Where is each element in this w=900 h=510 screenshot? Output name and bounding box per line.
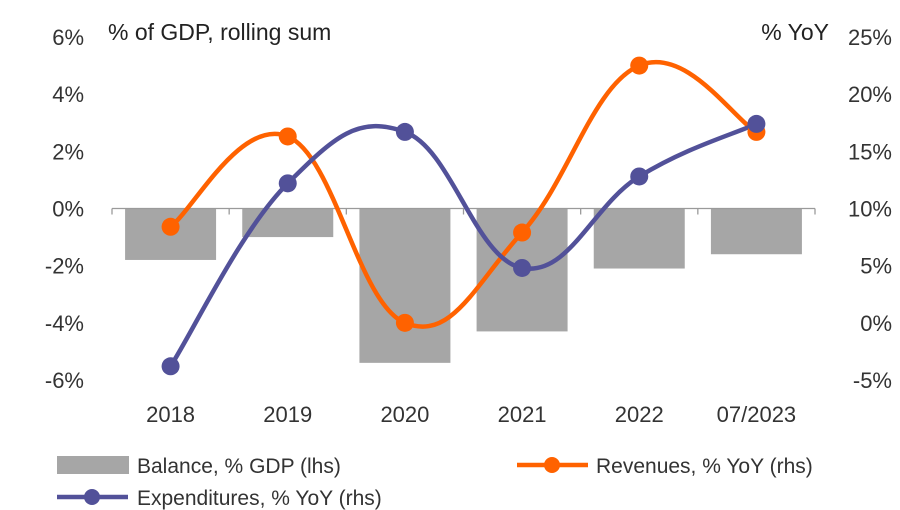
legend-expenditures-marker xyxy=(84,489,100,505)
balance-bar xyxy=(710,208,802,255)
balance-bar xyxy=(593,208,685,269)
left-axis-tick-label: -6% xyxy=(45,368,84,393)
right-axis-tick-label: 10% xyxy=(848,197,892,222)
revenues-point xyxy=(513,223,532,242)
left-axis-tick-label: -2% xyxy=(45,254,84,279)
x-axis-tick-label: 2021 xyxy=(498,402,547,427)
expenditures-point xyxy=(747,114,766,133)
legend-balance-label: Balance, % GDP (lhs) xyxy=(137,455,341,478)
x-axis-tick-label: 2019 xyxy=(263,402,312,427)
legend-expenditures-label: Expenditures, % YoY (rhs) xyxy=(137,487,382,510)
left-axis-tick-label: 2% xyxy=(52,139,84,164)
revenues-point xyxy=(278,127,297,146)
right-axis-tick-label: 0% xyxy=(860,311,892,336)
expenditures-point xyxy=(630,167,649,186)
left-axis-tick-label: 6% xyxy=(52,25,84,50)
left-axis-tick-label: 0% xyxy=(52,197,84,222)
left-axis-title: % of GDP, rolling sum xyxy=(108,19,331,45)
x-axis-tick-label: 2018 xyxy=(146,402,195,427)
revenues-point xyxy=(630,56,649,75)
revenues-point xyxy=(395,313,414,332)
legend-revenues-label: Revenues, % YoY (rhs) xyxy=(596,455,813,478)
revenues-line xyxy=(168,60,759,329)
expenditures-point xyxy=(278,174,297,193)
right-axis-tick-label: -5% xyxy=(853,368,892,393)
revenues-point xyxy=(161,217,180,236)
left-axis-tick-label: -4% xyxy=(45,311,84,336)
right-axis-title: % YoY xyxy=(761,19,829,45)
left-axis-tick-label: 4% xyxy=(52,82,84,107)
x-axis-tick-label: 2020 xyxy=(380,402,429,427)
x-axis-tick-label: 2022 xyxy=(615,402,664,427)
expenditures-point xyxy=(161,357,180,376)
right-axis-tick-label: 25% xyxy=(848,25,892,50)
x-axis-tick-label: 07/2023 xyxy=(717,402,797,427)
legend-revenues-marker xyxy=(544,457,560,473)
expenditures-point xyxy=(513,258,532,277)
balance-bar xyxy=(359,208,451,363)
legend-balance-swatch xyxy=(57,456,129,474)
right-axis-tick-label: 20% xyxy=(848,82,892,107)
expenditures-point xyxy=(395,122,414,141)
right-axis-tick-label: 5% xyxy=(860,254,892,279)
right-axis-tick-label: 15% xyxy=(848,139,892,164)
